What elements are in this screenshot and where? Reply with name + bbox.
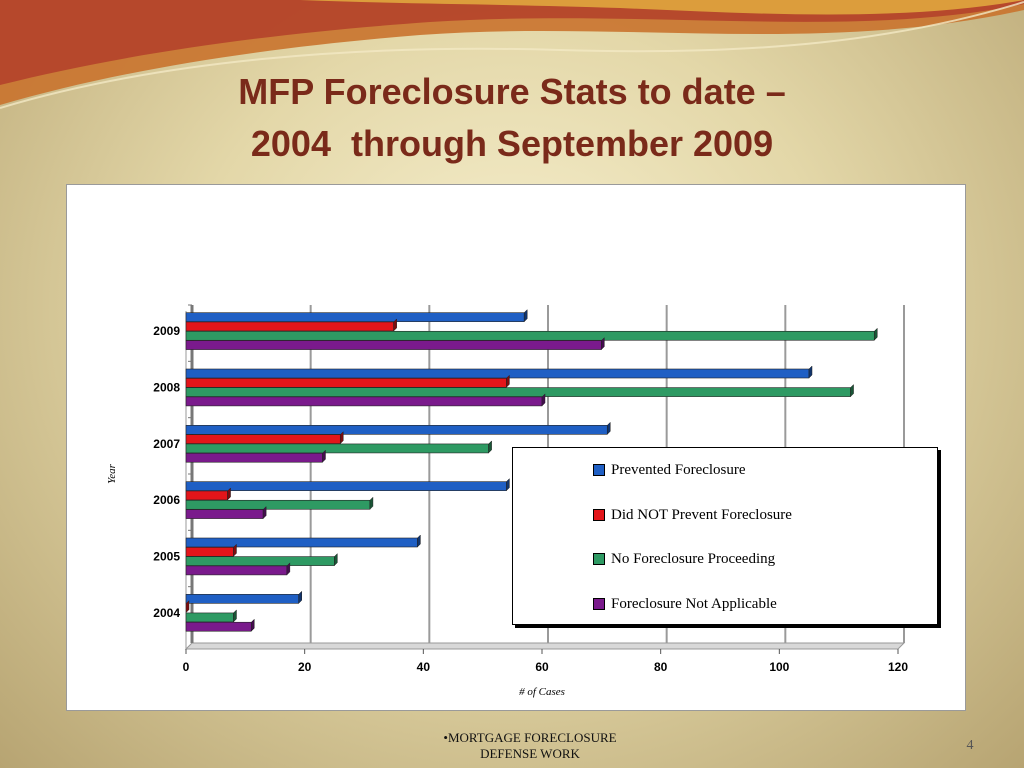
bar-2004-s2 (185, 612, 234, 623)
bar-2007-s0 (185, 425, 608, 435)
bar-cap (541, 393, 546, 407)
footer-line-2: DEFENSE WORK (480, 746, 580, 761)
legend-swatch (593, 508, 605, 521)
x-tick-label: 20 (298, 660, 312, 674)
footer-line-1: •MORTGAGE FORECLOSURE (443, 730, 617, 745)
legend-swatch (593, 463, 605, 476)
bar-2009-s1 (185, 321, 394, 332)
bar-cap (607, 421, 611, 435)
background-waves (0, 0, 1024, 109)
bar-2007-s2 (185, 443, 489, 454)
bar-cap (233, 609, 237, 623)
chart-floor (184, 642, 906, 650)
bar-cap (393, 318, 397, 332)
legend-item-did-not-prevent: Did NOT Prevent Foreclosure (593, 505, 792, 525)
chart-legend: Prevented Foreclosure Did NOT Prevent Fo… (512, 447, 938, 625)
bar-2007-s3 (185, 452, 323, 463)
bar-chart: 0 20 40 60 80 100 120 2004 2005 2006 2007 2008 2009 #… (106, 304, 908, 698)
x-tick-label: 100 (769, 660, 789, 674)
bar-2004-s0 (185, 594, 300, 604)
bar-cap (601, 336, 605, 351)
bar-cap (808, 365, 813, 379)
bar-cap (850, 383, 854, 398)
bar-cap (369, 496, 374, 510)
bar-2009-s0 (185, 312, 525, 322)
bar-cap (286, 562, 291, 576)
legend-label: Prevented Foreclosure (611, 462, 746, 478)
y-tick-label: 2009 (153, 324, 180, 338)
bar-cap (506, 478, 510, 492)
y-axis-title: Year (106, 463, 118, 483)
bar-2008-s3 (185, 396, 543, 407)
bar-cap (523, 309, 528, 323)
y-tick-label: 2007 (153, 437, 180, 451)
x-tick-label: 40 (417, 660, 431, 674)
y-tick-label: 2004 (153, 606, 180, 620)
y-tick-label: 2006 (153, 493, 180, 507)
legend-label: No Foreclosure Proceeding (611, 551, 776, 567)
x-axis-title: # of Cases (519, 686, 565, 698)
title-line-2: 2004 through September 2009 (250, 123, 774, 164)
bar-cap (251, 618, 255, 632)
bar-2009-s2 (185, 330, 875, 341)
page-number: 4 (966, 738, 974, 753)
legend-swatch (593, 597, 605, 610)
bar-2008-s0 (185, 368, 810, 379)
bar-2005-s1 (185, 546, 234, 557)
bar-cap (340, 431, 344, 445)
bar-cap (417, 534, 421, 548)
bar-2007-s1 (185, 434, 341, 444)
legend-item-no-proceeding: No Foreclosure Proceeding (593, 549, 775, 569)
legend-item-not-applicable: Foreclosure Not Applicable (593, 594, 777, 614)
bar-2005-s2 (185, 556, 335, 566)
bar-cap (322, 449, 326, 463)
bar-2004-s3 (185, 621, 252, 632)
bar-2008-s1 (185, 378, 507, 388)
legend-label: Foreclosure Not Applicable (611, 596, 777, 612)
bar-2006-s0 (185, 481, 507, 491)
bar-2005-s3 (185, 565, 288, 576)
chart-container: 0 20 40 60 80 100 120 2004 2005 2006 2007 2008 2009 #… (66, 184, 966, 711)
bar-2009-s3 (185, 340, 602, 350)
footer: •MORTGAGE FORECLOSURE DEFENSE WORK (380, 730, 680, 762)
bar-cap (262, 505, 267, 520)
bar-cap (227, 487, 231, 501)
bar-2008-s2 (185, 387, 851, 397)
bar-cap (233, 543, 237, 557)
y-tick-label: 2008 (153, 381, 180, 395)
x-tick-label: 0 (183, 660, 190, 674)
bar-cap (334, 552, 338, 567)
legend-item-prevented: Prevented Foreclosure (593, 460, 746, 480)
x-tick-label: 120 (888, 660, 908, 674)
bar-cap (488, 440, 492, 454)
legend-swatch (593, 552, 605, 565)
bar-cap (874, 327, 878, 341)
title-line-1: MFP Foreclosure Stats to date – (238, 71, 786, 112)
bar-2006-s1 (185, 490, 228, 501)
bar-cap (298, 590, 302, 604)
x-tick-label: 80 (654, 660, 668, 674)
slide-title: MFP Foreclosure Stats to date – 2004 thr… (0, 66, 1024, 170)
bar-2006-s2 (185, 499, 371, 510)
bar-2005-s0 (185, 537, 418, 548)
legend-label: Did NOT Prevent Foreclosure (611, 507, 792, 523)
x-tick-label: 60 (535, 660, 549, 674)
bar-cap (185, 600, 190, 614)
y-tick-label: 2005 (153, 550, 180, 564)
bar-cap (506, 374, 510, 388)
bar-2006-s3 (185, 509, 264, 519)
